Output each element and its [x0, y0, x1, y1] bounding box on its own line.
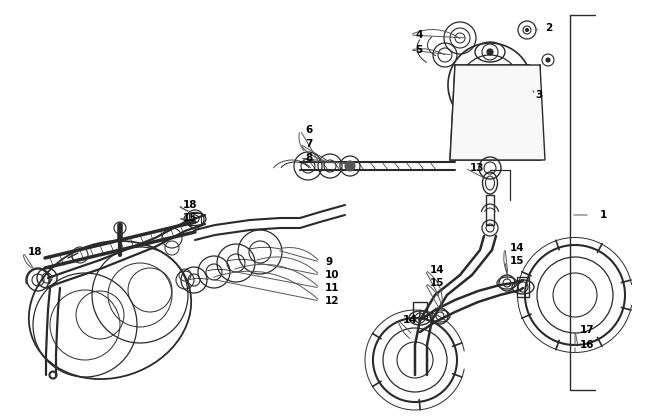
Bar	[189, 213, 201, 225]
Text: 3: 3	[535, 90, 542, 100]
Text: 12: 12	[325, 296, 339, 306]
Polygon shape	[450, 65, 545, 160]
Text: 11: 11	[325, 283, 339, 293]
Bar	[486, 195, 494, 225]
Text: 7: 7	[305, 139, 313, 149]
Text: 13: 13	[470, 163, 484, 173]
Text: 1: 1	[600, 210, 607, 220]
Text: 18: 18	[183, 200, 198, 210]
Text: 18: 18	[28, 247, 42, 257]
Text: 2: 2	[545, 23, 552, 33]
Text: 17: 17	[580, 325, 595, 335]
Text: 10: 10	[325, 270, 339, 280]
Text: 14: 14	[403, 315, 417, 325]
Circle shape	[487, 49, 493, 55]
Text: 6: 6	[305, 125, 312, 135]
Text: 15: 15	[430, 278, 445, 288]
Text: 16: 16	[580, 340, 595, 350]
Text: 15: 15	[510, 256, 525, 266]
Text: 8: 8	[305, 153, 312, 163]
Text: 14: 14	[510, 243, 525, 253]
Text: 4: 4	[415, 30, 422, 40]
Text: 5: 5	[415, 45, 422, 55]
Bar	[413, 302, 427, 318]
Circle shape	[525, 28, 528, 31]
Text: 14: 14	[430, 265, 445, 275]
Circle shape	[345, 161, 355, 171]
Circle shape	[546, 58, 550, 62]
Text: 9: 9	[325, 257, 332, 267]
Text: 15: 15	[183, 213, 198, 223]
Bar	[517, 277, 529, 297]
